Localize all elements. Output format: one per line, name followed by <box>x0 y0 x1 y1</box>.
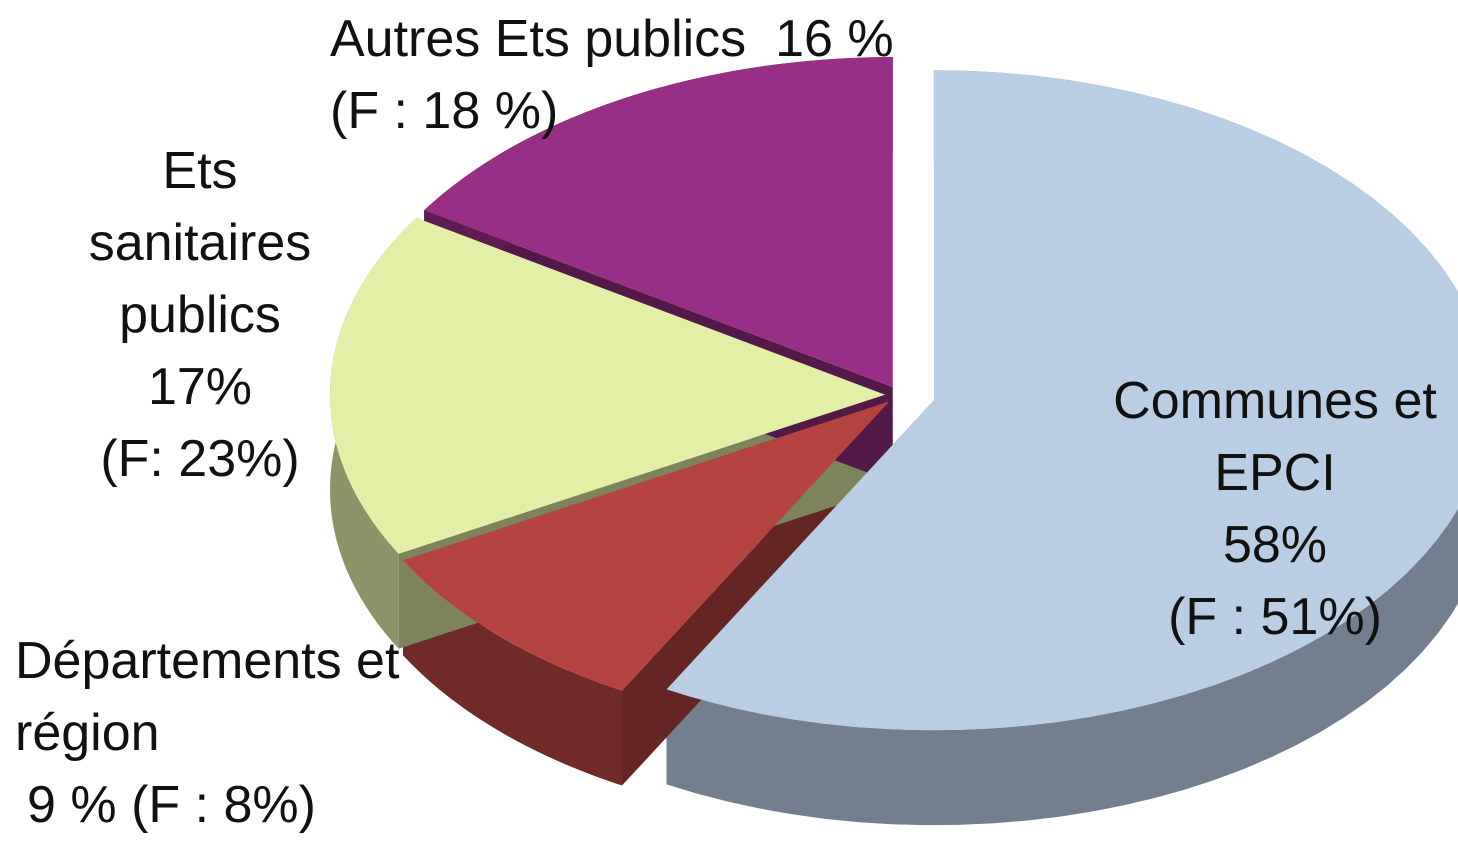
slice-label: Communes et EPCI 58% (F : 51%) <box>1095 365 1455 653</box>
comparison-label: (F : 51%) <box>1168 588 1382 646</box>
slice-side <box>666 70 1458 826</box>
pie-slice <box>424 57 893 388</box>
category-label: Départements et région <box>15 632 400 762</box>
category-label: Autres Ets publics <box>330 10 747 68</box>
slice-label: Autres Ets publics 16 % (F : 18 %) <box>330 3 1090 147</box>
pie-slice <box>330 217 886 554</box>
value-label: 17% <box>147 358 253 416</box>
value-label: 16 % <box>775 10 894 68</box>
comparison-label: (F : 18 %) <box>330 82 559 140</box>
pie-slice <box>403 401 890 691</box>
slice-label: Départements et région 9 % (F : 8%) <box>15 625 435 841</box>
slice-label: Ets sanitaires publics 17% (F: 23%) <box>40 135 360 495</box>
value-label: 9 % <box>27 776 117 834</box>
category-label: Ets sanitaires publics <box>88 142 312 344</box>
pie-slice <box>666 70 1458 731</box>
comparison-label: (F : 8%) <box>131 776 316 834</box>
value-label: 58% <box>1222 516 1328 574</box>
comparison-label: (F: 23%) <box>100 430 300 488</box>
category-label: Communes et EPCI <box>1113 372 1437 502</box>
